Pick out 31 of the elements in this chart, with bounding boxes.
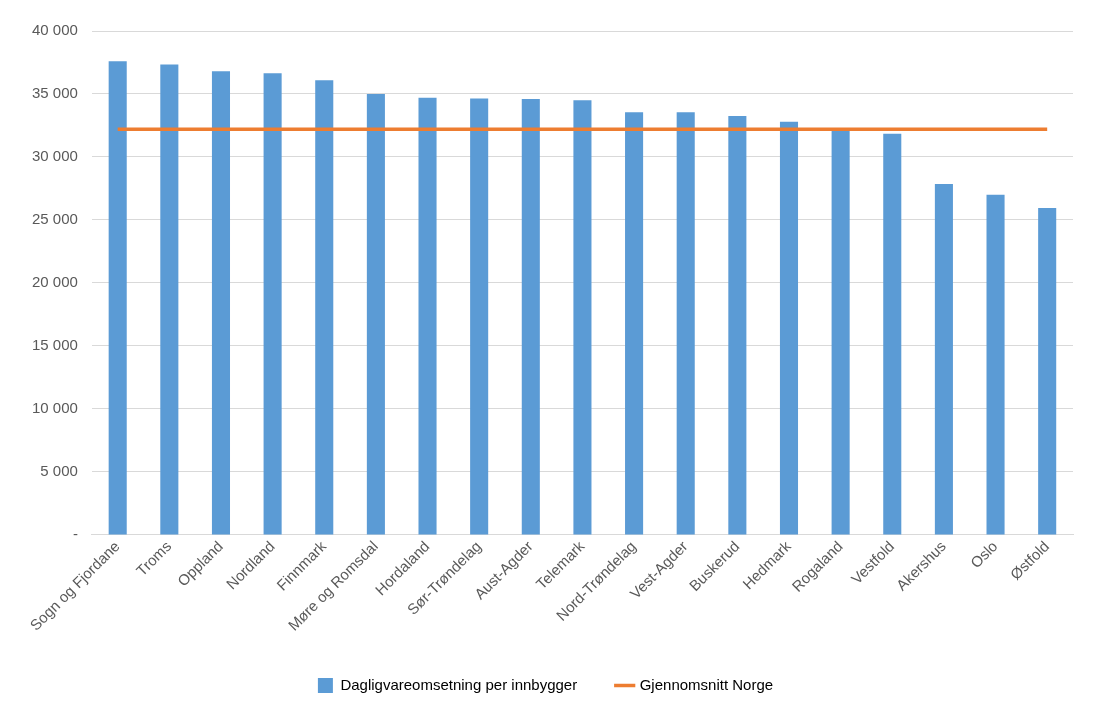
bar: [366, 93, 385, 535]
bar: [625, 112, 644, 535]
y-tick-label: 35 000: [31, 84, 78, 102]
bar: [831, 129, 850, 535]
legend-label: Gjennomsnitt Norge: [639, 675, 774, 693]
bar: [521, 99, 540, 535]
bar: [108, 61, 127, 535]
bar: [470, 98, 489, 535]
y-tick-label: 10 000: [31, 399, 78, 417]
y-tick-label: 20 000: [31, 273, 78, 291]
bar: [986, 194, 1005, 535]
bar: [573, 100, 592, 535]
bar: [676, 112, 695, 535]
y-tick-label: 25 000: [31, 210, 78, 228]
legend-label: Dagligvareomsetning per innbygger: [340, 675, 578, 693]
bar: [418, 97, 437, 535]
bar: [315, 80, 334, 535]
y-tick-label: 40 000: [31, 21, 78, 39]
bar: [883, 133, 902, 535]
bar: [211, 71, 231, 535]
bar: [934, 184, 953, 535]
y-tick-label: 5 000: [40, 462, 78, 480]
bar: [728, 116, 747, 535]
bar: [779, 121, 799, 535]
y-tick-label: 30 000: [31, 147, 78, 165]
bar: [1038, 208, 1057, 535]
y-tick-label: -: [72, 525, 78, 543]
x-tick-label: Oslo: [966, 537, 1001, 572]
bar: [263, 73, 282, 535]
bar: [160, 64, 179, 535]
y-tick-label: 15 000: [31, 336, 78, 354]
